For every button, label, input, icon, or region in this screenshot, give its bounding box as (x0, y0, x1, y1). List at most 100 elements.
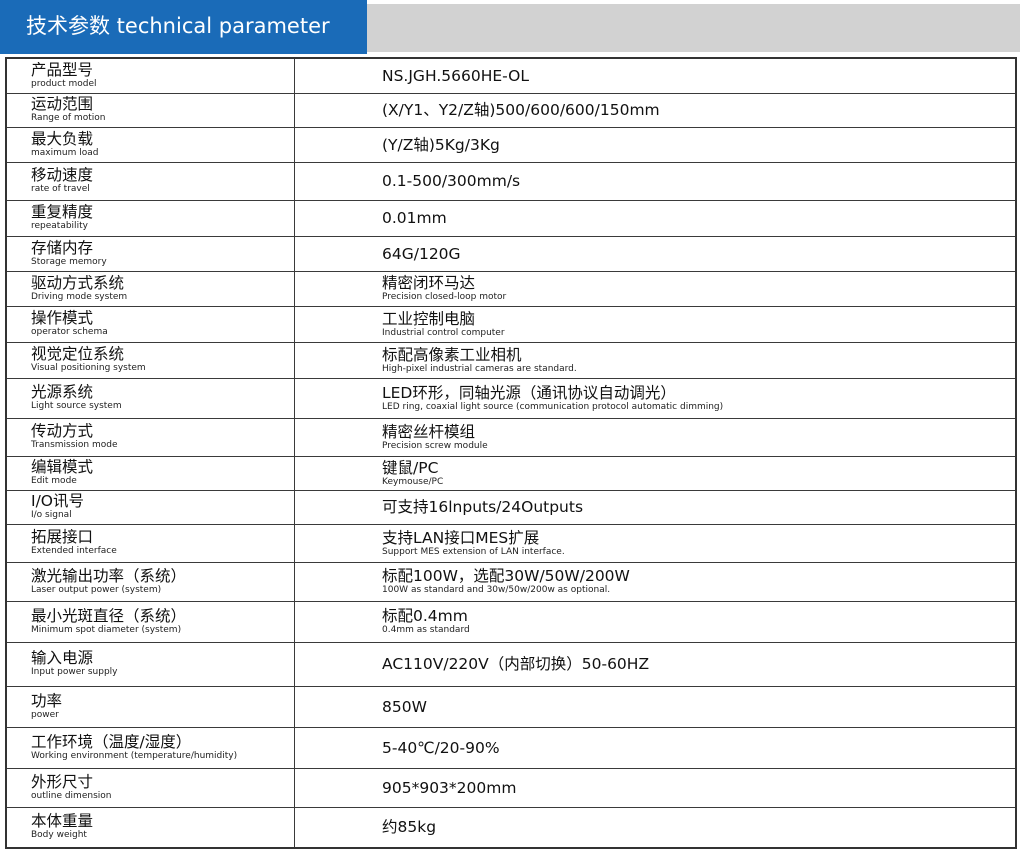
param-value-en: High-pixel industrial cameras are standa… (382, 363, 577, 374)
table-row: 移动速度 rate of travel 0.1-500/300mm/s (5, 161, 1017, 201)
param-name-en: product model (31, 78, 97, 89)
table-row: 功率 power 850W (5, 685, 1017, 728)
param-name-cell: 存储内存 Storage memory (5, 235, 295, 272)
table-row: 最小光斑直径（系统） Minimum spot diameter (system… (5, 600, 1017, 643)
param-name-cell: 最大负载 maximum load (5, 126, 295, 163)
param-value: 标配0.4mm (382, 607, 468, 625)
param-value-cell: 键鼠/PC Keymouse/PC (294, 455, 1017, 491)
param-name-cell: 本体重量 Body weight (5, 806, 295, 849)
table-row: 运动范围 Range of motion (X/Y1、Y2/Z轴)500/600… (5, 92, 1017, 128)
param-name-cn: 功率 (31, 691, 63, 710)
param-value-en: 0.4mm as standard (382, 625, 470, 635)
param-value-cell: 标配0.4mm 0.4mm as standard (294, 600, 1017, 643)
param-name-cn: 输入电源 (31, 649, 94, 667)
param-name-cell: 输入电源 Input power supply (5, 641, 295, 687)
param-value-en: Industrial control computer (382, 327, 505, 338)
param-name-cn: 传动方式 (31, 422, 94, 440)
param-name-en: maximum load (31, 147, 99, 158)
param-name-cell: 激光输出功率（系统） Laser output power (system) (5, 561, 295, 602)
param-name-cn: 视觉定位系统 (31, 345, 125, 363)
param-name-cell: 工作环境（温度/湿度） Working environment (tempera… (5, 726, 295, 769)
param-name-en: Body weight (31, 830, 87, 841)
param-name-en: Range of motion (31, 113, 106, 123)
param-name-cn: 本体重量 (31, 812, 94, 831)
param-name-cn: 产品型号 (31, 60, 94, 79)
param-value-cell: LED环形，同轴光源（通讯协议自动调光） LED ring, coaxial li… (294, 377, 1017, 419)
param-name-en: outline dimension (31, 790, 112, 801)
param-name-cn: 工作环境（温度/湿度） (31, 732, 192, 751)
param-name-en: Storage memory (31, 256, 107, 267)
param-name-cell: 功率 power (5, 685, 295, 728)
param-value-en: Support MES extension of LAN interface. (382, 546, 565, 557)
param-name-en: Input power supply (31, 667, 118, 677)
param-name-en: Laser output power (system) (31, 584, 162, 595)
param-value: 0.01mm (382, 209, 447, 227)
param-value: (Y/Z轴)5Kg/3Kg (382, 135, 500, 154)
param-value-cell: 5-40℃/20-90% (294, 726, 1017, 769)
param-value-cell: 905*903*200mm (294, 767, 1017, 808)
spec-table: 产品型号 product model NS.JGH.5660HE-OL 运动范围… (5, 57, 1017, 849)
param-name-cn: 存储内存 (31, 238, 94, 257)
param-value-en: 100W as standard and 30w/50w/200w as opt… (382, 585, 611, 595)
param-value-cell: (Y/Z轴)5Kg/3Kg (294, 126, 1017, 163)
table-row: 外形尺寸 outline dimension 905*903*200mm (5, 767, 1017, 808)
param-value-cell: (X/Y1、Y2/Z轴)500/600/600/150mm (294, 92, 1017, 128)
param-value-cell: 标配高像素工业相机 High-pixel industrial cameras a… (294, 341, 1017, 379)
param-value: (X/Y1、Y2/Z轴)500/600/600/150mm (382, 101, 660, 119)
table-row: 重复精度 repeatability 0.01mm (5, 199, 1017, 237)
param-value: 5-40℃/20-90% (382, 738, 500, 757)
param-name-cell: 移动速度 rate of travel (5, 161, 295, 201)
param-name-cn: 光源系统 (31, 383, 94, 401)
param-name-en: Visual positioning system (31, 363, 146, 373)
param-name-cn: 驱动方式系统 (31, 273, 125, 292)
param-value: LED环形，同轴光源（通讯协议自动调光） (382, 383, 676, 402)
table-row: 视觉定位系统 Visual positioning system 标配高像素工业… (5, 341, 1017, 379)
header-bar (367, 4, 1020, 52)
table-row: 传动方式 Transmission mode 精密丝杆模组 Precision s… (5, 417, 1017, 457)
param-value-cell: AC110V/220V（内部切换）50-60HZ (294, 641, 1017, 687)
table-row: 本体重量 Body weight 约85kg (5, 806, 1017, 849)
table-row: 编辑模式 Edit mode 键鼠/PC Keymouse/PC (5, 455, 1017, 491)
param-value: 精密闭环马达 (382, 274, 476, 292)
param-name-cn: 最大负载 (31, 129, 94, 148)
param-value: NS.JGH.5660HE-OL (382, 66, 530, 85)
param-name-cell: 拓展接口 Extended interface (5, 523, 295, 563)
param-value-cell: 0.01mm (294, 199, 1017, 237)
param-name-en: rate of travel (31, 184, 90, 194)
param-value-cell: 64G/120G (294, 235, 1017, 272)
param-value-cell: 标配100W，选配30W/50W/200W 100W as standard an… (294, 561, 1017, 602)
param-name-cell: 驱动方式系统 Driving mode system (5, 270, 295, 307)
table-row: 操作模式 operator schema 工业控制电脑 Industrial co… (5, 305, 1017, 343)
param-name-en: I/o signal (31, 510, 72, 520)
param-value: 精密丝杆模组 (382, 422, 476, 441)
param-value: 64G/120G (382, 244, 461, 263)
param-name-cell: 外形尺寸 outline dimension (5, 767, 295, 808)
table-row: 工作环境（温度/湿度） Working environment (tempera… (5, 726, 1017, 769)
param-value-cell: 支持LAN接口MES扩展 Support MES extension of LAN… (294, 523, 1017, 563)
param-value: 905*903*200mm (382, 778, 517, 797)
header-underline (0, 52, 367, 54)
param-name-cell: 重复精度 repeatability (5, 199, 295, 237)
param-name-en: Working environment (temperature/humidit… (31, 750, 238, 761)
param-value: 约85kg (382, 818, 437, 837)
param-name-en: Light source system (31, 401, 122, 411)
param-name-cn: 外形尺寸 (31, 772, 94, 791)
param-value-cell: 可支持16lnputs/24Outputs (294, 489, 1017, 525)
param-value-en: Precision screw module (382, 440, 488, 451)
param-name-en: Edit mode (31, 476, 77, 486)
param-name-cell: 操作模式 operator schema (5, 305, 295, 343)
param-value-cell: 精密闭环马达 Precision closed-loop motor (294, 270, 1017, 307)
param-value-cell: 0.1-500/300mm/s (294, 161, 1017, 201)
param-value: 标配高像素工业相机 (382, 345, 522, 364)
param-name-cell: 光源系统 Light source system (5, 377, 295, 419)
param-name-en: Transmission mode (31, 440, 118, 450)
param-name-cn: 编辑模式 (31, 458, 94, 476)
table-row: I/O讯号 I/o signal 可支持16lnputs/24Outputs (5, 489, 1017, 525)
param-name-en: Driving mode system (31, 291, 128, 302)
table-row: 拓展接口 Extended interface 支持LAN接口MES扩展 Supp… (5, 523, 1017, 563)
param-name-cn: 拓展接口 (31, 528, 94, 546)
param-value-en: Keymouse/PC (382, 476, 444, 487)
param-value-cell: 约85kg (294, 806, 1017, 849)
param-value: 支持LAN接口MES扩展 (382, 528, 540, 547)
param-name-cn: I/O讯号 (31, 492, 84, 510)
